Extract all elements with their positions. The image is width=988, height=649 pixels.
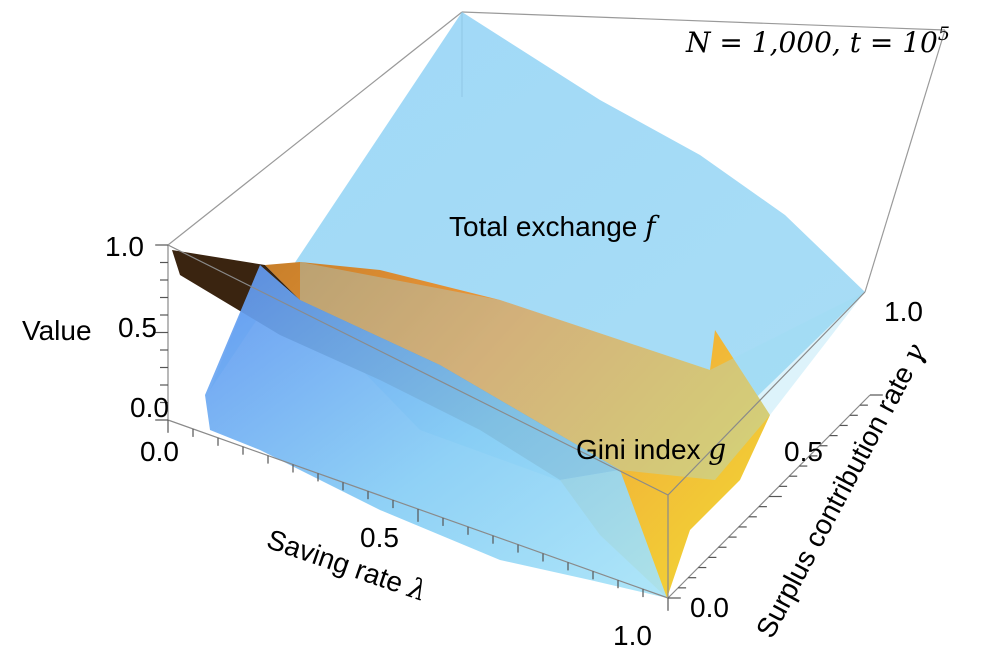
y-tick-0: 0.0: [690, 592, 729, 623]
tick-marks: [155, 244, 883, 611]
surface-f-overlay: [300, 262, 865, 480]
surface-g: [265, 262, 770, 598]
series-label-f: Total exchange f: [449, 210, 660, 243]
x-tick-1: 1.0: [613, 620, 652, 649]
z-tick-1: 1.0: [105, 231, 144, 262]
x-axis-label: Saving rate λ: [263, 522, 432, 608]
series-label-g: Gini index g: [576, 433, 726, 466]
y-tick-1: 1.0: [884, 296, 923, 327]
x-tick-0: 0.0: [140, 436, 179, 467]
annotation: N = 1,000, t = 105: [685, 23, 950, 59]
z-tick-05: 0.5: [118, 312, 157, 343]
y-tick-05: 0.5: [784, 436, 823, 467]
z-axis-label: Value: [22, 315, 92, 346]
x-tick-05: 0.5: [360, 522, 399, 553]
z-tick-0: 0.0: [130, 392, 169, 423]
surface-f-lower: [205, 265, 667, 598]
